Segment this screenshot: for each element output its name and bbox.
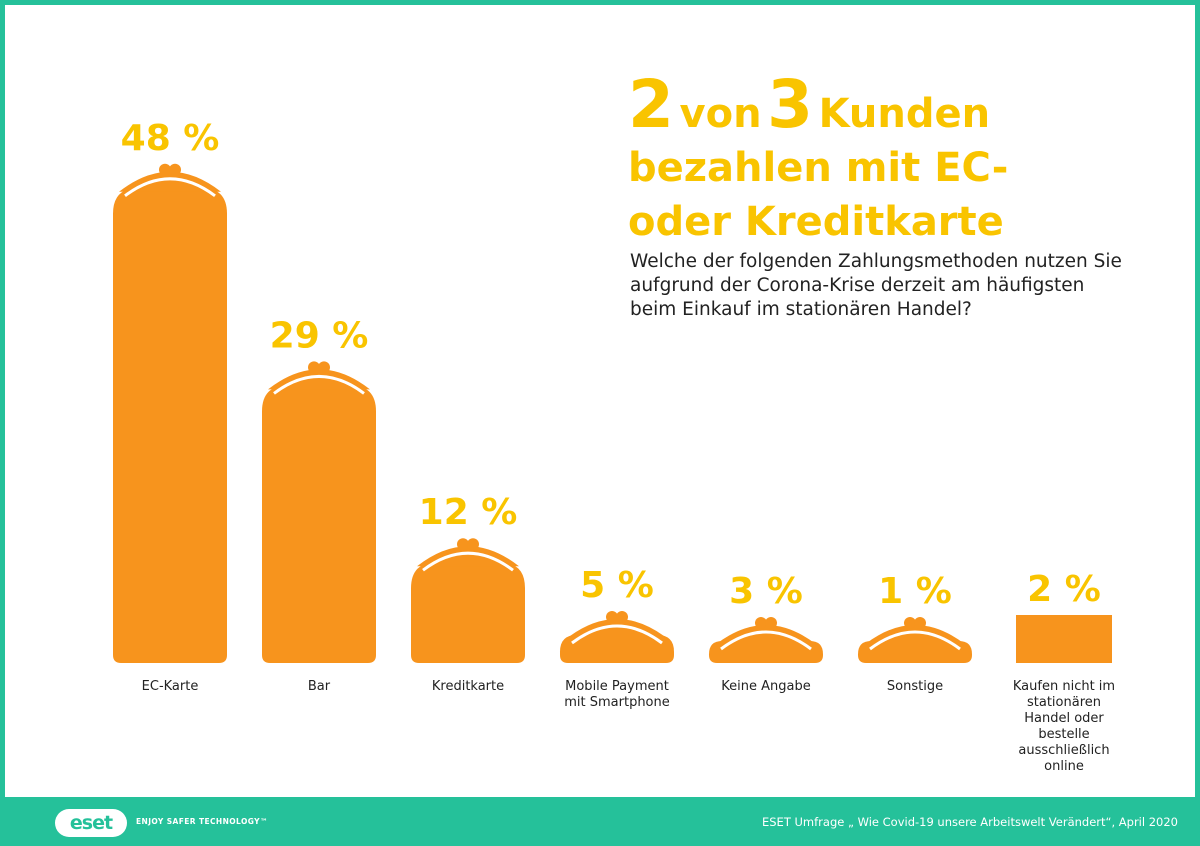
eset-logo-text: eset — [69, 812, 113, 834]
category-label-line: ausschließlich — [1018, 743, 1109, 758]
category-label: Keine Angabe — [721, 679, 810, 694]
category-label: Bar — [308, 679, 331, 694]
purse-seam — [720, 630, 812, 651]
category-label: Sonstige — [887, 679, 943, 694]
clasp-knob-left — [159, 163, 171, 176]
headline-word-von: von — [679, 91, 762, 137]
category-label-line: Kreditkarte — [432, 679, 504, 694]
clasp-knob-left — [457, 538, 469, 551]
category-label-line: bestelle — [1038, 727, 1089, 742]
purse-seam — [124, 177, 216, 197]
category-label-line: Keine Angabe — [721, 679, 810, 694]
clasp-knob-right — [914, 617, 926, 629]
clasp-knob-left — [904, 617, 916, 629]
category-label-line: Handel oder — [1024, 711, 1104, 726]
clasp-knob-right — [765, 617, 777, 629]
headline-number-3: 3 — [767, 66, 814, 143]
tagline: ENJOY SAFER TECHNOLOGY™ — [136, 817, 268, 826]
category-label: Kaufen nicht im stationären Handel oder bes… — [1013, 679, 1115, 774]
category-label-line: EC-Karte — [142, 679, 199, 694]
value-label: 3 % — [729, 571, 803, 612]
purse-seam — [571, 624, 663, 645]
value-label: 48 % — [121, 118, 220, 159]
clasp-knob-right — [616, 611, 628, 623]
category-label: Kreditkarte — [432, 679, 504, 694]
purse-body — [262, 385, 376, 663]
category-label-line: Mobile Payment — [565, 679, 669, 694]
eset-logo: eset — [55, 809, 127, 837]
survey-question: Welche der folgenden Zahlungsmethoden nu… — [630, 251, 1122, 320]
category-label-line: Bar — [308, 679, 331, 694]
headline-word-kunden: Kunden — [818, 91, 991, 137]
headline-number-2: 2 — [628, 66, 674, 143]
category-label-line: Kaufen nicht im — [1013, 679, 1115, 694]
purse-frame — [268, 369, 370, 390]
value-label: 5 % — [580, 565, 654, 606]
purse-seam — [422, 551, 514, 572]
category-label: EC-Karte — [142, 679, 199, 694]
clasp-knob-left — [606, 611, 618, 623]
category-label-line: mit Smartphone — [564, 695, 670, 710]
bar-4: 5 % Mobile Payment mit Smartphone — [560, 565, 674, 710]
category-label-line: stationären — [1027, 695, 1101, 710]
value-label: 29 % — [270, 315, 369, 356]
purse-body — [411, 562, 525, 663]
bar-rect — [1016, 615, 1112, 663]
purse-frame — [417, 546, 519, 567]
purse-frame — [864, 625, 966, 645]
purse-frame — [566, 619, 668, 639]
bar-6: 1 % Sonstige — [858, 571, 972, 694]
footer-bar: eset ENJOY SAFER TECHNOLOGY™ ESET Umfrag… — [0, 797, 1200, 846]
bar-3: 12 % Kreditkarte — [411, 492, 525, 694]
purse-body — [858, 641, 972, 663]
value-label: 2 % — [1027, 569, 1101, 610]
headline-line-3: oder Kreditkarte — [628, 199, 1004, 245]
clasp-knob-left — [755, 617, 767, 629]
bar-5: 3 % Keine Angabe — [709, 571, 823, 694]
value-label: 12 % — [419, 492, 518, 533]
headline-line-2: bezahlen mit EC- — [628, 145, 1009, 191]
purse-body — [560, 635, 674, 663]
bar-7: 2 % Kaufen nicht im stationären Handel oder… — [1013, 569, 1115, 774]
purse-frame — [715, 625, 817, 645]
purse-body — [709, 641, 823, 663]
bar-1: 48 % EC-Karte — [113, 118, 227, 694]
value-label: 1 % — [878, 571, 952, 612]
category-label: Mobile Payment mit Smartphone — [564, 679, 670, 710]
purse-seam — [869, 630, 961, 651]
purse-body — [113, 187, 227, 664]
clasp-knob-left — [308, 361, 320, 374]
category-label-line: online — [1044, 759, 1084, 774]
purse-seam — [273, 375, 365, 395]
purse-bar-chart: 48 % EC-Karte 29 % Bar 12 % Kreditkarte 5 % Mob… — [113, 118, 1115, 774]
headline: 2 von 3 Kunden bezahlen mit EC- oder Kre… — [628, 72, 1128, 253]
category-label-line: Sonstige — [887, 679, 943, 694]
purse-frame — [119, 171, 221, 192]
clasp-knob-right — [169, 163, 181, 176]
clasp-knob-right — [467, 538, 479, 551]
bar-2: 29 % Bar — [262, 315, 376, 694]
source-note: ESET Umfrage „ Wie Covid-19 unsere Arbei… — [761, 815, 1178, 829]
clasp-knob-right — [318, 361, 330, 374]
